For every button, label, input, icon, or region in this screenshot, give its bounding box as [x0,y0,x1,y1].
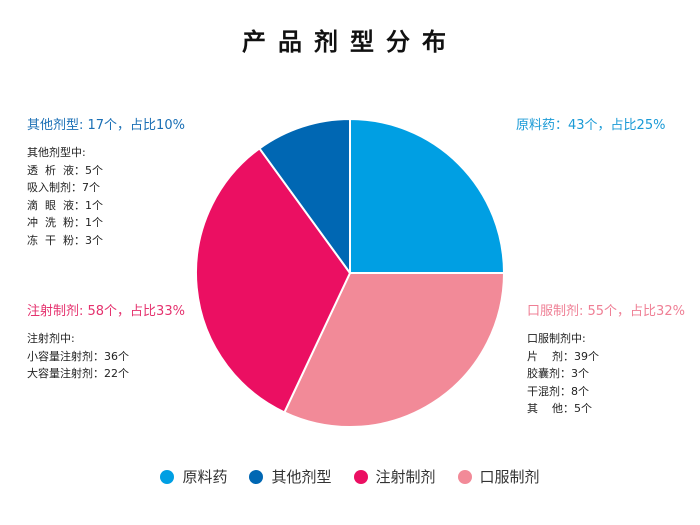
legend-item-oral[interactable]: 口服制剂 [457,466,540,487]
annotation-other-item: 冲 洗 粉：1个 [27,216,103,229]
annotation-other-head: 其他剂型: 17个，占比10% [27,118,185,133]
annotation-injection-item: 小容量注射剂：36个 [27,349,129,363]
legend-item-raw-material[interactable]: 原料药 [160,466,227,487]
legend-dot-icon [457,469,472,484]
legend-item-injection[interactable]: 注射制剂 [353,466,436,487]
legend-item-other[interactable]: 其他剂型 [249,466,332,487]
annotation-injection-head: 注射制剂: 58个，占比33% [27,304,185,319]
annotation-other-item: 冻 干 粉：3个 [27,233,103,247]
annotation-injection-subtitle: 注射剂中: [27,332,75,345]
pie-slice[interactable] [258,118,351,274]
annotation-raw-material: 原料药：43个，占比25% [516,118,665,144]
pie-slice[interactable] [195,147,351,414]
annotation-other-item: 透 析 液：5个 [27,163,103,177]
annotation-oral-subtitle: 口服制剂中: [527,332,586,345]
annotation-other-subtitle: 其他剂型中: [27,146,86,159]
annotation-oral-head: 口服制剂: 55个，占比32% [527,304,685,319]
legend-dot-icon [353,469,368,484]
pie-slice[interactable] [283,272,505,428]
legend-dot-icon [160,469,175,484]
annotation-oral-item: 胶囊剂：3个 [527,367,589,380]
annotation-oral-item: 干混剂：8个 [527,384,589,398]
annotation-injection: 注射制剂: 58个，占比33% 注射剂中: 小容量注射剂：36个 大容量注射剂：… [27,304,185,383]
legend-label: 口服制剂 [479,468,540,486]
annotation-other: 其他剂型: 17个，占比10% 其他剂型中: 透 析 液：5个 吸入制剂：7个 … [27,118,185,249]
annotation-oral-item: 其 他：5个 [527,402,592,415]
legend-label: 原料药 [182,468,228,486]
annotation-oral: 口服制剂: 55个，占比32% 口服制剂中: 片 剂：39个 胶囊剂：3个 干混… [527,304,685,418]
pie-slice[interactable] [349,118,505,274]
annotation-oral-item: 片 剂：39个 [527,349,599,363]
annotation-other-item: 滴 眼 液：1个 [27,198,103,212]
annotation-injection-item: 大容量注射剂：22个 [27,367,129,380]
annotation-raw-head: 原料药：43个，占比25% [516,118,666,133]
legend-label: 其他剂型 [271,468,332,486]
legend: 原料药 其他剂型 注射制剂 口服制剂 [0,466,700,487]
legend-dot-icon [249,469,264,484]
legend-label: 注射制剂 [375,468,436,486]
annotation-other-item: 吸入制剂：7个 [27,181,100,194]
chart-title: 产品剂型分布 [242,28,458,56]
